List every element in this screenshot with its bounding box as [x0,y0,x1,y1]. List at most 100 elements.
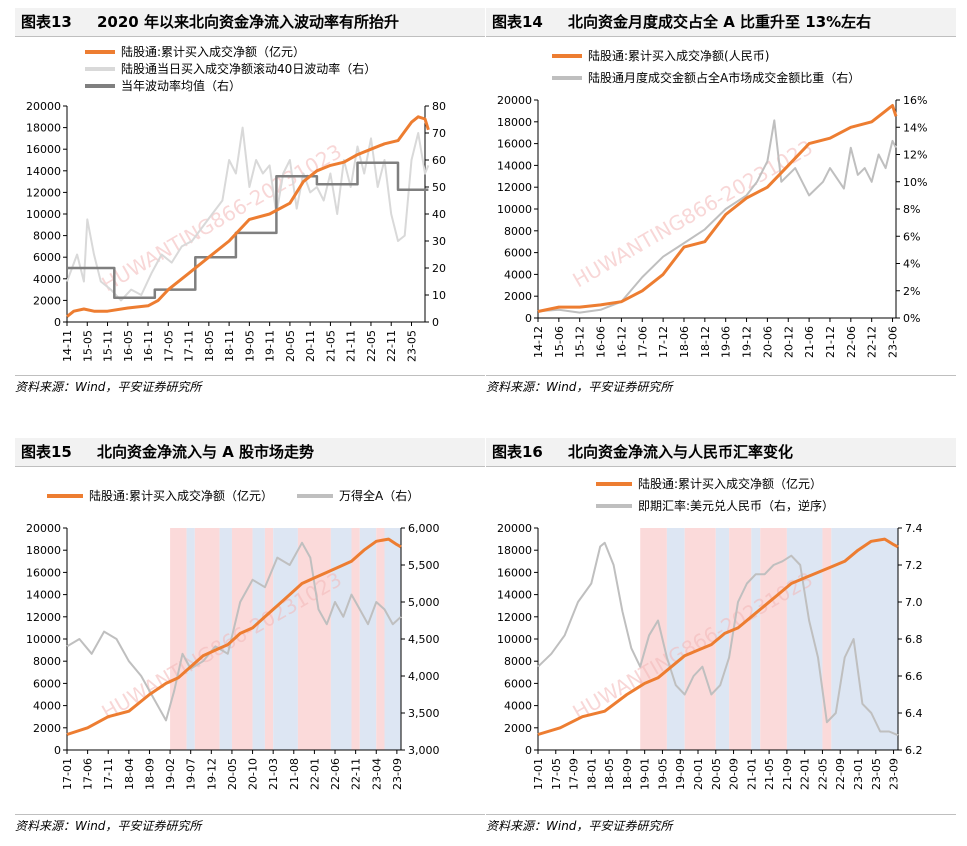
chart-panel-14: 图表14 北向资金月度成交占全 A 比重升至 13%左右 陆股通:累计买入成交净… [486,8,956,398]
x-tick-label: 17-09 [568,758,581,790]
chart-plot: 0 2000 4000 6000 8000 10000 12000 14000 16000 180… [497,94,927,358]
y-tick-label: 2000 [504,722,532,735]
y2-tick-label: 6.4 [905,707,923,720]
y-tick-label: 10000 [26,208,61,221]
series-line-right [537,119,897,314]
y2-tick-label: 6% [903,230,920,243]
x-tick-label: 15-11 [102,330,115,362]
period-band [376,528,385,750]
watermark-text: HUWANTING866-20231023 [98,139,346,296]
y-tick-label: 10000 [26,633,61,646]
y2-tick-label: 40 [432,208,446,221]
y-tick-label: 6000 [504,247,532,260]
x-tick-label: 20-01 [692,758,705,790]
x-tick-label: 21-06 [803,326,816,358]
x-tick-label: 20-12 [782,326,795,358]
chart-legend: 陆股通:累计买入成交净额（亿元） 陆股通当日买入成交净额滚动40日波动率（右） … [15,44,485,100]
x-tick-label: 20-05 [226,758,239,790]
y-tick-label: 12000 [497,611,532,624]
series-line-right [66,126,430,302]
y2-tick-label: 3,000 [408,744,440,757]
chart-source: 资料来源：Wind，平安证券研究所 [15,814,485,834]
x-tick-label: 21-03 [267,758,280,790]
period-band [751,528,761,750]
period-band [219,528,232,750]
period-band [186,528,195,750]
y-tick-label: 6000 [33,677,61,690]
y-tick-label: 14000 [26,165,61,178]
x-tick-label: 23-09 [391,758,404,790]
y-tick-label: 0 [525,312,532,325]
series-line-left [66,537,402,736]
series-line-left [537,537,899,736]
y-tick-label: 18000 [497,544,532,557]
x-tick-label: 22-09 [834,758,847,790]
x-tick-label: 14-11 [61,330,74,362]
chart-panel-13: 图表13 2020 年以来北向资金净流入波动率有所抬升 陆股通:累计买入成交净额… [15,8,485,398]
x-tick-label: 22-05 [816,758,829,790]
x-tick-label: 20-09 [728,758,741,790]
series-line-left [66,115,430,318]
y-tick-label: 8000 [33,655,61,668]
y-tick-label: 4000 [33,700,61,713]
y-tick-label: 4000 [504,700,532,713]
chart-legend: 陆股通:累计买入成交净额(人民币) 陆股通月度成交金额占全A市场成交金额比重（右… [486,48,956,92]
y-tick-label: 2000 [33,294,61,307]
y-tick-label: 8000 [33,230,61,243]
y2-tick-label: 10 [432,289,446,302]
x-tick-label: 16-06 [595,326,608,358]
y-tick-label: 18000 [497,116,532,129]
y2-tick-label: 6.2 [905,744,923,757]
chart-source: 资料来源：Wind，平安证券研究所 [486,814,956,834]
chart-panel-15: 图表15 北向资金净流入与 A 股市场走势 陆股通:累计买入成交净额（亿元） 万… [15,438,485,838]
series-line-right [537,541,899,737]
chart-title: 2020 年以来北向资金净流入波动率有所抬升 [97,13,399,31]
chart-title: 北向资金月度成交占全 A 比重升至 13%左右 [568,13,872,31]
y-tick-label: 14000 [26,589,61,602]
x-tick-label: 18-05 [203,330,216,362]
x-tick-label: 23-04 [370,758,383,790]
period-band [297,528,331,750]
x-tick-label: 19-05 [243,330,256,362]
x-tick-label: 21-01 [745,758,758,790]
x-tick-label: 18-05 [603,758,616,790]
y-tick-label: 16000 [26,566,61,579]
y-tick-label: 20000 [26,100,61,113]
period-band [330,528,352,750]
y-tick-label: 0 [54,316,61,329]
chart-plot: 0 2000 4000 6000 8000 10000 12000 14000 16000 180… [26,100,446,362]
y2-tick-label: 4,500 [408,633,440,646]
x-tick-label: 19-12 [741,326,754,358]
chart-title-bar: 图表14 北向资金月度成交占全 A 比重升至 13%左右 [486,8,956,37]
chart-title-bar: 图表15 北向资金净流入与 A 股市场走势 [15,438,485,467]
x-tick-label: 22-11 [385,330,398,362]
x-tick-label: 18-09 [621,758,634,790]
x-tick-label: 19-07 [185,758,198,790]
x-tick-label: 18-09 [143,758,156,790]
y2-tick-label: 12% [903,149,927,162]
y-tick-label: 12000 [26,611,61,624]
y2-tick-label: 6,000 [408,522,440,535]
x-tick-label: 23-01 [852,758,865,790]
y-tick-label: 14000 [497,589,532,602]
period-band [170,528,187,750]
x-tick-label: 20-11 [304,330,317,362]
y-tick-label: 10000 [497,633,532,646]
x-tick-label: 21-05 [763,758,776,790]
y-tick-label: 12000 [497,181,532,194]
x-tick-label: 22-05 [365,330,378,362]
y-tick-label: 14000 [497,159,532,172]
y2-tick-label: 80 [432,100,446,113]
chart-number: 图表16 [492,443,543,461]
y2-tick-label: 30 [432,235,446,248]
y2-tick-label: 6.6 [905,670,923,683]
y2-tick-label: 50 [432,181,446,194]
x-tick-label: 16-12 [615,326,628,358]
period-band [384,528,401,750]
y-tick-label: 8000 [504,655,532,668]
x-tick-label: 16-05 [122,330,135,362]
x-tick-label: 20-05 [710,758,723,790]
y2-tick-label: 10% [903,176,927,189]
x-tick-label: 17-05 [550,758,563,790]
x-tick-label: 22-12 [866,326,879,358]
